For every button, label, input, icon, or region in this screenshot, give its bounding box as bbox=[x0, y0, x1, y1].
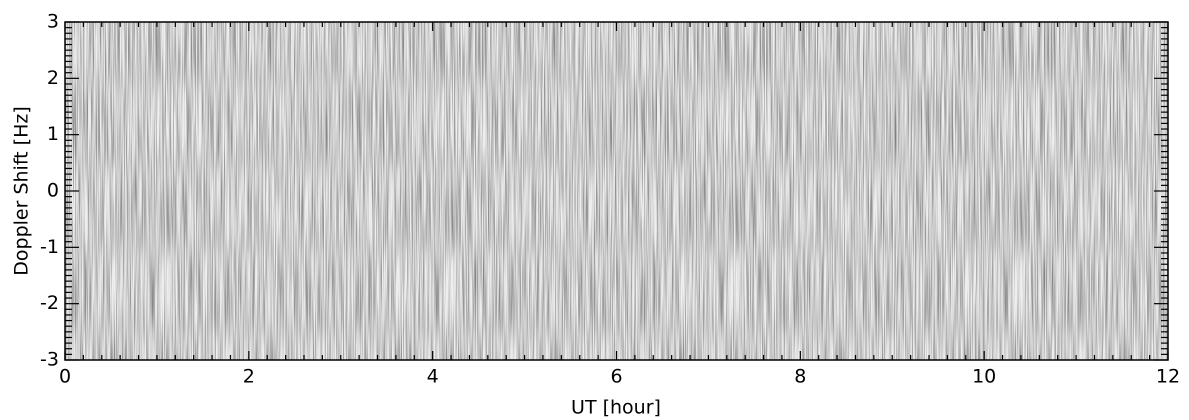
x-tick-label: 8 bbox=[794, 366, 806, 388]
x-tick-label: 0 bbox=[59, 366, 71, 388]
x-axis-label: UT [hour] bbox=[571, 397, 661, 419]
x-tick-label: 4 bbox=[427, 366, 439, 388]
y-tick-label: 3 bbox=[47, 11, 59, 33]
x-tick-label: 12 bbox=[1156, 366, 1180, 388]
y-tick-label: -1 bbox=[40, 236, 59, 258]
y-tick-label: 0 bbox=[47, 180, 59, 202]
y-tick-label: -3 bbox=[40, 349, 59, 371]
y-tick-label: -2 bbox=[40, 292, 59, 314]
y-tick-label: 1 bbox=[47, 123, 59, 145]
y-tick-label: 2 bbox=[47, 67, 59, 89]
spectrogram-texture bbox=[65, 22, 1168, 360]
x-tick-label: 2 bbox=[243, 366, 255, 388]
y-axis-label: Doppler Shift [Hz] bbox=[11, 106, 33, 276]
x-tick-label: 10 bbox=[972, 366, 996, 388]
x-tick-label: 6 bbox=[610, 366, 622, 388]
